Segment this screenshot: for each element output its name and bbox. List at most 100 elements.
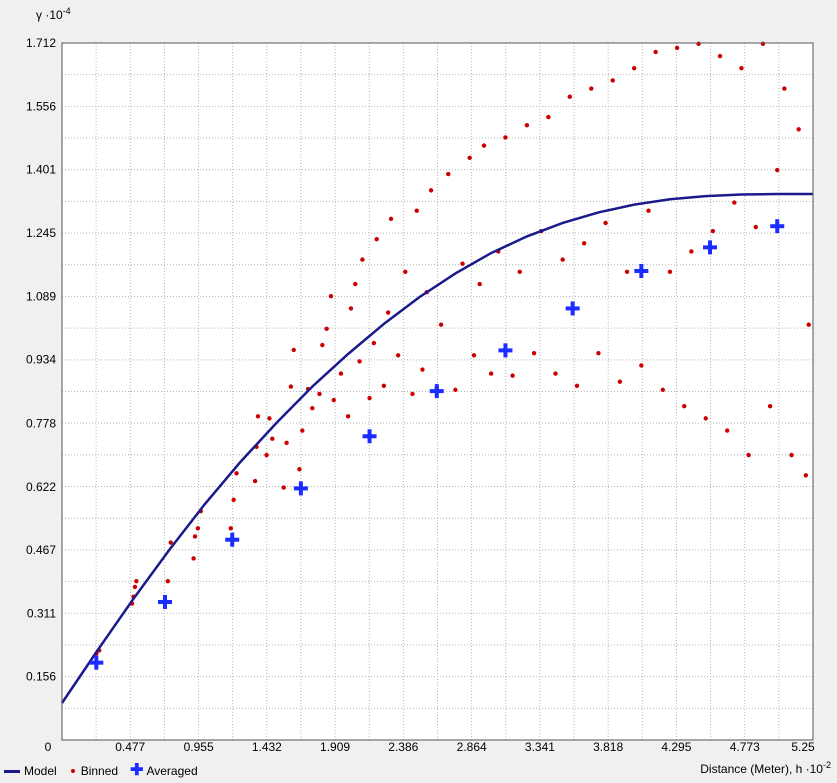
- binned-point: [510, 373, 515, 378]
- binned-point: [234, 471, 239, 476]
- binned-point: [646, 208, 651, 213]
- x-tick-label: 4.295: [661, 740, 691, 754]
- binned-point: [531, 351, 537, 356]
- binned-point: [317, 391, 322, 397]
- x-tick-label: 1.909: [320, 740, 350, 754]
- binned-point: [596, 351, 601, 356]
- binned-point: [789, 452, 794, 458]
- legend-binned-label: Binned: [80, 764, 119, 778]
- averaged-series: [89, 219, 785, 670]
- binned-point: [320, 342, 325, 348]
- binned-point: [367, 395, 372, 401]
- binned-point: [191, 556, 196, 561]
- binned-point: [357, 359, 362, 364]
- binned-point: [581, 241, 587, 246]
- x-tick-label: 0.477: [115, 740, 145, 754]
- binned-point: [288, 384, 294, 389]
- binned-point: [717, 53, 723, 59]
- binned-point: [739, 66, 744, 71]
- binned-point: [300, 428, 305, 433]
- x-tick-labels: 0 0.477 0.955 1.432 1.909 2.386 2.864 3.341 3.81…: [45, 740, 815, 754]
- binned-point: [610, 78, 615, 83]
- binned-point: [567, 94, 573, 99]
- binned-point: [388, 216, 394, 222]
- y-tick-label: 0.622: [26, 480, 56, 494]
- binned-point: [291, 347, 296, 353]
- averaged-point: [703, 240, 718, 255]
- binned-point: [410, 391, 415, 397]
- binned-point: [385, 310, 391, 315]
- binned-point: [192, 534, 198, 539]
- binned-point: [753, 224, 758, 230]
- binned-point: [806, 322, 811, 327]
- binned-point: [746, 452, 751, 458]
- binned-point: [624, 269, 630, 275]
- binned-point: [589, 86, 594, 91]
- binned-point: [460, 261, 465, 266]
- binned-point: [228, 526, 233, 531]
- binned-point: [782, 86, 787, 91]
- averaged-point: [429, 384, 444, 399]
- binned-point: [732, 200, 737, 205]
- legend-item-binned: Binned: [67, 764, 118, 778]
- legend-item-averaged: ✚ Averaged: [128, 762, 198, 779]
- binned-point: [420, 367, 425, 372]
- binned-point: [438, 322, 444, 327]
- binned-point: [310, 405, 315, 411]
- averaged-point: [565, 301, 580, 316]
- binned-point: [481, 143, 487, 148]
- binned-point: [414, 208, 419, 213]
- y-tick-label: 1.556: [26, 100, 56, 114]
- binned-point: [252, 478, 258, 484]
- legend-item-model: Model: [4, 764, 57, 778]
- binned-point: [231, 497, 236, 502]
- x-tick-label: 3.341: [525, 740, 555, 754]
- averaged-point: [293, 481, 308, 496]
- binned-point: [395, 353, 401, 358]
- binned-point: [374, 237, 379, 242]
- y-tick-label: 0.467: [26, 543, 56, 557]
- binned-point: [348, 306, 354, 311]
- binned-point: [324, 326, 329, 332]
- binned-point: [653, 49, 658, 55]
- averaged-point: [157, 594, 172, 609]
- binned-point: [134, 579, 139, 584]
- binned-point: [428, 188, 434, 193]
- binned-point: [603, 220, 608, 226]
- legend-model-swatch: [4, 769, 20, 773]
- y-tick-labels: 0.156 0.311 0.467 0.622 0.778 0.934 1.089 1.245…: [26, 36, 56, 683]
- binned-point: [631, 66, 637, 71]
- binned-point: [270, 436, 275, 441]
- binned-point: [371, 340, 377, 346]
- x-axis-title-base: Distance (Meter), h ·10: [700, 762, 823, 776]
- legend-binned-swatch: [70, 769, 75, 773]
- binned-point: [165, 579, 171, 584]
- binned-point: [471, 353, 477, 358]
- binned-point: [267, 416, 272, 421]
- binned-point: [467, 155, 472, 161]
- binned-point: [682, 403, 687, 409]
- binned-point: [255, 414, 261, 419]
- averaged-point: [634, 263, 649, 278]
- binned-point: [264, 452, 269, 458]
- x-tick-label: 2.864: [457, 740, 487, 754]
- binned-point: [381, 383, 387, 389]
- binned-point: [446, 171, 451, 177]
- binned-point: [710, 228, 716, 234]
- legend-averaged-swatch: ✚: [130, 762, 144, 779]
- binned-point: [760, 41, 766, 47]
- binned-point: [689, 249, 694, 254]
- binned-point: [660, 387, 665, 393]
- binned-point: [453, 387, 458, 393]
- binned-point: [284, 440, 289, 445]
- legend-model-label: Model: [24, 764, 57, 778]
- binned-point: [297, 467, 302, 472]
- x-tick-label: 0.955: [184, 740, 214, 754]
- binned-point: [195, 526, 201, 531]
- binned-point: [403, 269, 408, 275]
- binned-point: [553, 371, 558, 376]
- y-axis-title-base: γ ·10: [36, 8, 63, 22]
- binned-point: [639, 363, 644, 368]
- binned-point: [360, 257, 365, 262]
